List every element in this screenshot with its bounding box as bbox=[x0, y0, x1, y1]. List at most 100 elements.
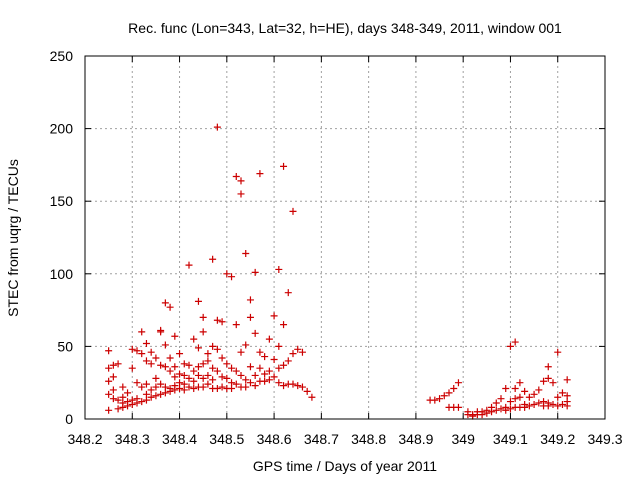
data-point bbox=[280, 361, 288, 369]
data-point bbox=[237, 190, 245, 198]
data-point bbox=[511, 338, 519, 346]
chart-title: Rec. func (Lon=343, Lat=32, h=HE), days … bbox=[128, 20, 562, 36]
data-point bbox=[157, 328, 165, 336]
data-point bbox=[261, 377, 269, 385]
data-point bbox=[251, 371, 259, 379]
data-point bbox=[190, 367, 198, 375]
data-point bbox=[445, 389, 453, 397]
y-tick-label: 200 bbox=[50, 121, 74, 137]
data-point bbox=[246, 363, 254, 371]
data-point bbox=[124, 402, 132, 410]
data-point bbox=[218, 383, 226, 391]
x-tick-label: 348.8 bbox=[351, 431, 386, 447]
data-point bbox=[265, 376, 273, 384]
data-point bbox=[213, 367, 221, 375]
data-point bbox=[237, 177, 245, 185]
data-point bbox=[199, 374, 207, 382]
y-tick-label: 250 bbox=[50, 48, 74, 64]
data-point bbox=[237, 348, 245, 356]
data-point bbox=[228, 364, 236, 372]
data-point bbox=[525, 393, 533, 401]
data-point bbox=[185, 361, 193, 369]
x-tick-label: 349.2 bbox=[540, 431, 575, 447]
data-point bbox=[275, 265, 283, 273]
data-point bbox=[190, 377, 198, 385]
x-tick-label: 348.6 bbox=[257, 431, 292, 447]
data-point bbox=[261, 353, 269, 361]
data-point bbox=[232, 321, 240, 329]
data-point bbox=[431, 396, 439, 404]
data-point bbox=[502, 385, 510, 393]
plot-frame bbox=[84, 55, 606, 420]
data-point bbox=[166, 367, 174, 375]
data-point bbox=[549, 400, 557, 408]
data-point bbox=[194, 371, 202, 379]
data-point bbox=[280, 382, 288, 390]
data-point bbox=[133, 347, 141, 355]
data-point bbox=[544, 363, 552, 371]
data-point bbox=[289, 380, 297, 388]
data-point bbox=[506, 342, 514, 350]
data-point bbox=[161, 389, 169, 397]
data-point bbox=[223, 270, 231, 278]
data-point bbox=[171, 363, 179, 371]
data-point bbox=[161, 363, 169, 371]
data-point bbox=[209, 364, 217, 372]
data-point bbox=[535, 386, 543, 394]
data-point bbox=[261, 370, 269, 378]
data-point bbox=[128, 345, 136, 353]
grid bbox=[85, 56, 605, 419]
data-point bbox=[506, 405, 514, 413]
data-point bbox=[502, 406, 510, 414]
data-point bbox=[119, 403, 127, 411]
x-tick-label: 348.2 bbox=[67, 431, 102, 447]
data-point bbox=[194, 297, 202, 305]
data-point bbox=[171, 332, 179, 340]
data-point bbox=[161, 299, 169, 307]
data-point bbox=[147, 386, 155, 394]
data-point bbox=[237, 371, 245, 379]
data-point bbox=[152, 374, 160, 382]
data-point bbox=[242, 249, 250, 257]
data-point bbox=[563, 402, 571, 410]
data-point bbox=[265, 335, 273, 343]
data-point bbox=[294, 382, 302, 390]
data-point bbox=[176, 350, 184, 358]
data-point bbox=[213, 123, 221, 131]
data-point bbox=[213, 345, 221, 353]
data-point bbox=[488, 408, 496, 416]
data-point bbox=[142, 380, 150, 388]
x-tick-label: 348.9 bbox=[398, 431, 433, 447]
data-point bbox=[256, 348, 264, 356]
data-point bbox=[554, 393, 562, 401]
data-point bbox=[246, 379, 254, 387]
data-point bbox=[497, 405, 505, 413]
data-point bbox=[213, 385, 221, 393]
data-point bbox=[114, 396, 122, 404]
data-point bbox=[232, 380, 240, 388]
data-point bbox=[530, 390, 538, 398]
data-point bbox=[157, 390, 165, 398]
data-point bbox=[147, 360, 155, 368]
data-point bbox=[251, 268, 259, 276]
data-point bbox=[199, 383, 207, 391]
data-point bbox=[521, 403, 529, 411]
data-point bbox=[185, 374, 193, 382]
x-tick-label: 348.4 bbox=[162, 431, 197, 447]
data-point bbox=[232, 367, 240, 375]
data-point bbox=[554, 402, 562, 410]
data-point bbox=[128, 400, 136, 408]
data-point bbox=[147, 393, 155, 401]
data-point bbox=[199, 313, 207, 321]
data-points bbox=[105, 123, 571, 420]
data-point bbox=[497, 395, 505, 403]
x-tick-label: 348.5 bbox=[209, 431, 244, 447]
data-point bbox=[194, 344, 202, 352]
data-point bbox=[166, 354, 174, 362]
data-point bbox=[530, 400, 538, 408]
data-point bbox=[190, 385, 198, 393]
data-point bbox=[199, 360, 207, 368]
data-point bbox=[180, 371, 188, 379]
data-point bbox=[242, 383, 250, 391]
